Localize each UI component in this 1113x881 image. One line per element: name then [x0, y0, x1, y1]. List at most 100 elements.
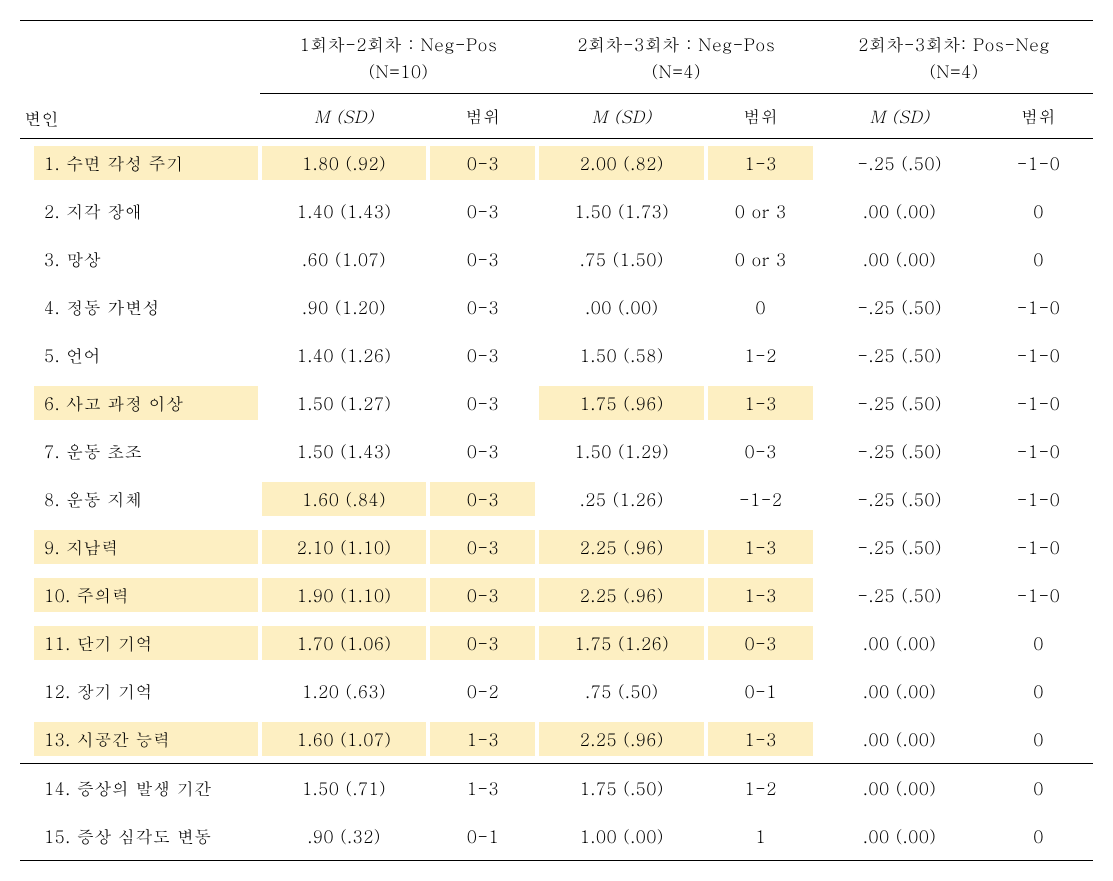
range-value: 1-3: [708, 530, 813, 564]
msd-cell: 1.70 (1.06): [260, 619, 429, 667]
range-value: 1-3: [708, 578, 813, 612]
msd-value: .00 (.00): [817, 674, 982, 708]
range-cell: 0-3: [428, 331, 537, 379]
msd-cell: -.25 (.50): [815, 427, 984, 475]
range-value: 0-3: [430, 386, 535, 420]
variable-label: 7. 운동 초조: [34, 434, 258, 468]
table-row: 12. 장기 기억1.20 (.63)0-2.75 (.50)0-1.00 (.…: [20, 667, 1093, 715]
range-cell: 0-3: [428, 475, 537, 523]
range-cell: -1-0: [984, 331, 1093, 379]
msd-cell: .00 (.00): [815, 235, 984, 283]
group1-line1: 1회차-2회차 : Neg-Pos: [300, 32, 498, 56]
range-value: 0: [986, 626, 1091, 660]
range-value: 1-3: [708, 722, 813, 756]
table-row: 9. 지남력2.10 (1.10)0-32.25 (.96)1-3-.25 (.…: [20, 523, 1093, 571]
table-row: 11. 단기 기억1.70 (1.06)0-31.75 (1.26)0-3.00…: [20, 619, 1093, 667]
range-cell: 1-3: [706, 139, 815, 188]
msd-cell: 1.40 (1.26): [260, 331, 429, 379]
msd-value: -.25 (.50): [817, 530, 982, 564]
msd-value: -.25 (.50): [817, 386, 982, 420]
variable-label-cell: 4. 정동 가변성: [20, 283, 260, 331]
range-value: 0-3: [708, 626, 813, 660]
range-cell: -1-0: [984, 523, 1093, 571]
variable-label-cell: 8. 운동 지체: [20, 475, 260, 523]
msd-value: 1.50 (1.27): [262, 386, 427, 420]
msd-value: .75 (.50): [539, 674, 704, 708]
msd-cell: 1.75 (.96): [537, 379, 706, 427]
msd-cell: .00 (.00): [815, 187, 984, 235]
group2-line2: (N=4): [652, 59, 701, 83]
variable-label-cell: 2. 지각 장애: [20, 187, 260, 235]
msd-cell: -.25 (.50): [815, 571, 984, 619]
range-cell: 0 or 3: [706, 187, 815, 235]
range-cell: 0-3: [428, 427, 537, 475]
msd-cell: 1.50 (1.29): [537, 427, 706, 475]
table-row: 5. 언어1.40 (1.26)0-31.50 (.58)1-2-.25 (.5…: [20, 331, 1093, 379]
msd-cell: 2.00 (.82): [537, 139, 706, 188]
range-value: 1-2: [708, 338, 813, 372]
range-cell: 0-3: [428, 187, 537, 235]
variable-label: 4. 정동 가변성: [34, 290, 258, 324]
msd-cell: 2.10 (1.10): [260, 523, 429, 571]
msd-cell: -.25 (.50): [815, 331, 984, 379]
msd-value: 1.40 (1.43): [262, 194, 427, 228]
variable-label: 12. 장기 기억: [34, 674, 258, 708]
range-value: 0-3: [430, 146, 535, 180]
range-cell: 0: [706, 283, 815, 331]
header-row-groups: 변인 1회차-2회차 : Neg-Pos (N=10) 2회차-3회차 : Ne…: [20, 21, 1093, 94]
range-value: 0: [986, 194, 1091, 228]
statistics-table-container: 변인 1회차-2회차 : Neg-Pos (N=10) 2회차-3회차 : Ne…: [20, 20, 1093, 861]
msd-value: 2.25 (.96): [539, 722, 704, 756]
range-cell: 0: [984, 715, 1093, 764]
range-value: 0-3: [708, 434, 813, 468]
range-cell: -1-0: [984, 427, 1093, 475]
range-cell: 0: [984, 764, 1093, 813]
msd-cell: 1.40 (1.43): [260, 187, 429, 235]
msd-cell: 1.75 (1.26): [537, 619, 706, 667]
msd-cell: .75 (.50): [537, 667, 706, 715]
variable-label-cell: 6. 사고 과정 이상: [20, 379, 260, 427]
range-value: 0-3: [430, 626, 535, 660]
variable-label-cell: 14. 증상의 발생 기간: [20, 764, 260, 813]
msd-value: -.25 (.50): [817, 434, 982, 468]
msd-value: -.25 (.50): [817, 578, 982, 612]
range-cell: -1-2: [706, 475, 815, 523]
statistics-table: 변인 1회차-2회차 : Neg-Pos (N=10) 2회차-3회차 : Ne…: [20, 20, 1093, 861]
msd-cell: -.25 (.50): [815, 139, 984, 188]
msd-cell: 1.50 (.71): [260, 764, 429, 813]
msd-value: 1.75 (.50): [539, 771, 704, 805]
variable-label-cell: 15. 증상 심각도 변동: [20, 812, 260, 861]
msd-value: 1.75 (.96): [539, 386, 704, 420]
range-cell: 0: [984, 187, 1093, 235]
range-value: -1-0: [986, 434, 1091, 468]
range-cell: 1-3: [428, 764, 537, 813]
msd-value: 1.50 (.71): [262, 771, 427, 805]
range-value: 0-3: [430, 242, 535, 276]
msd-cell: .00 (.00): [815, 715, 984, 764]
msd-value: 1.40 (1.26): [262, 338, 427, 372]
range-value: 0-3: [430, 578, 535, 612]
variable-label-cell: 12. 장기 기억: [20, 667, 260, 715]
msd-cell: 1.00 (.00): [537, 812, 706, 861]
msd-value: .00 (.00): [817, 626, 982, 660]
table-row: 3. 망상.60 (1.07)0-3.75 (1.50)0 or 3.00 (.…: [20, 235, 1093, 283]
range-cell: 1: [706, 812, 815, 861]
msd-cell: .00 (.00): [815, 764, 984, 813]
group1-line2: (N=10): [369, 59, 429, 83]
msd-value: 1.75 (1.26): [539, 626, 704, 660]
range-value: 0: [986, 722, 1091, 756]
table-row: 7. 운동 초조1.50 (1.43)0-31.50 (1.29)0-3-.25…: [20, 427, 1093, 475]
msd-header-2: M (SD): [537, 94, 706, 139]
table-row: 1. 수면 각성 주기1.80 (.92)0-32.00 (.82)1-3-.2…: [20, 139, 1093, 188]
msd-cell: .75 (1.50): [537, 235, 706, 283]
group3-line2: (N=4): [929, 59, 978, 83]
msd-cell: 1.90 (1.10): [260, 571, 429, 619]
range-cell: -1-0: [984, 139, 1093, 188]
msd-cell: .00 (.00): [537, 283, 706, 331]
variable-label: 15. 증상 심각도 변동: [34, 819, 258, 853]
range-cell: 1-3: [706, 523, 815, 571]
variable-label-cell: 5. 언어: [20, 331, 260, 379]
table-row: 6. 사고 과정 이상1.50 (1.27)0-31.75 (.96)1-3-.…: [20, 379, 1093, 427]
table-row: 13. 시공간 능력1.60 (1.07)1-32.25 (.96)1-3.00…: [20, 715, 1093, 764]
msd-value: 1.80 (.92): [262, 146, 427, 180]
